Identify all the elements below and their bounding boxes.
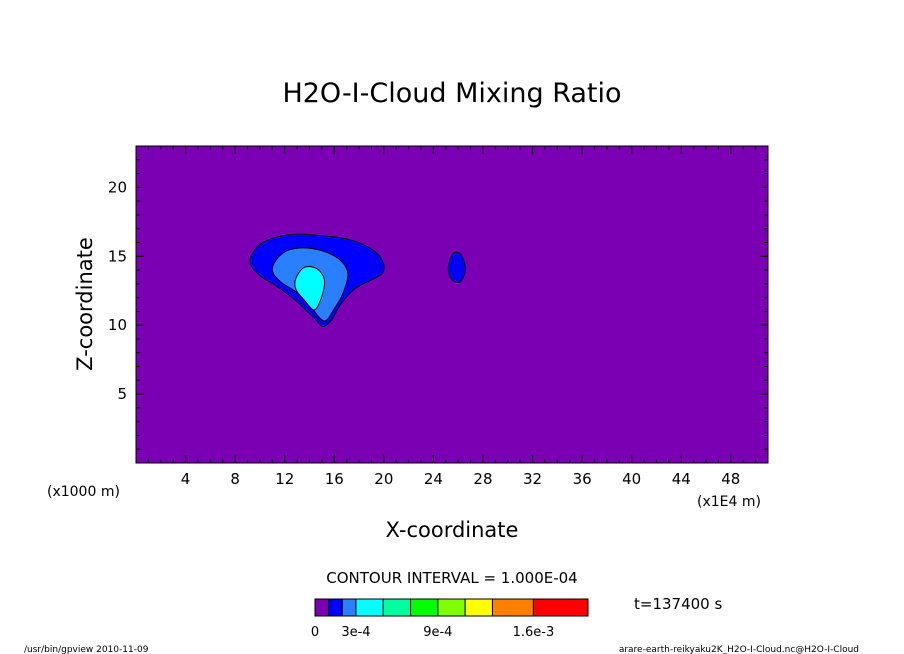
contour-region-3 xyxy=(447,251,467,283)
x-unit-label: (x1E4 m) xyxy=(697,494,761,510)
y-tick-label: 20 xyxy=(108,178,127,196)
colorbar-swatch xyxy=(532,598,589,617)
colorbar-label: 0 xyxy=(311,625,319,640)
colorbar-label: 9e-4 xyxy=(423,625,452,640)
footer-right: arare-earth-reikyaku2K_H2O-I-Cloud.nc@H2… xyxy=(619,645,859,654)
colorbar-label: 1.6e-3 xyxy=(513,625,555,640)
x-tick-label: 48 xyxy=(721,470,740,488)
x-tick-label: 32 xyxy=(523,470,542,488)
plot-frame xyxy=(135,145,769,464)
contour-region-2 xyxy=(294,265,326,311)
x-tick-label: 20 xyxy=(374,470,393,488)
colorbar-swatch xyxy=(355,598,384,617)
x-tick-label: 36 xyxy=(573,470,592,488)
colorbar-swatch xyxy=(382,598,412,617)
colorbar-swatch xyxy=(491,598,534,617)
x-tick-label: 44 xyxy=(672,470,691,488)
y-tick-label: 10 xyxy=(108,316,127,334)
chart-title: H2O-I-Cloud Mixing Ratio xyxy=(282,78,621,109)
footer-left: /usr/bin/gpview 2010-11-09 xyxy=(24,645,149,654)
plot-area xyxy=(135,145,769,464)
x-tick-label: 8 xyxy=(230,470,240,488)
colorbar-swatch xyxy=(410,598,439,617)
colorbar-swatch xyxy=(464,598,493,617)
y-axis-ticks: 5 10 15 20 xyxy=(108,159,768,450)
colorbar-label: 3e-4 xyxy=(341,625,370,640)
colorbar xyxy=(314,598,589,617)
colorbar-labels: 0 3e-4 9e-4 1.6e-3 xyxy=(311,625,554,640)
colorbar-frame xyxy=(314,598,589,617)
plot-background xyxy=(136,146,768,463)
x-tick-label: 24 xyxy=(424,470,443,488)
y-unit-label: (x1000 m) xyxy=(47,484,120,500)
x-tick-label: 12 xyxy=(275,470,294,488)
x-tick-label: 40 xyxy=(622,470,641,488)
colorbar-swatch xyxy=(328,598,343,617)
x-axis-ticks: 4 8 12 16 20 24 28 32 36 40 44 48 xyxy=(147,146,769,488)
x-axis-title: X-coordinate xyxy=(386,518,519,542)
x-tick-label: 16 xyxy=(325,470,344,488)
y-tick-label: 15 xyxy=(108,247,127,265)
y-axis-title: Z-coordinate xyxy=(73,237,97,371)
x-tick-label: 28 xyxy=(473,470,492,488)
colorbar-swatch xyxy=(437,598,466,617)
y-tick-label: 5 xyxy=(117,385,127,403)
time-label: t=137400 s xyxy=(634,595,722,613)
contour-interval: CONTOUR INTERVAL = 1.000E-04 xyxy=(326,569,577,587)
colorbar-swatch xyxy=(341,598,357,617)
colorbar-swatch xyxy=(314,598,330,617)
x-tick-label: 4 xyxy=(181,470,191,488)
